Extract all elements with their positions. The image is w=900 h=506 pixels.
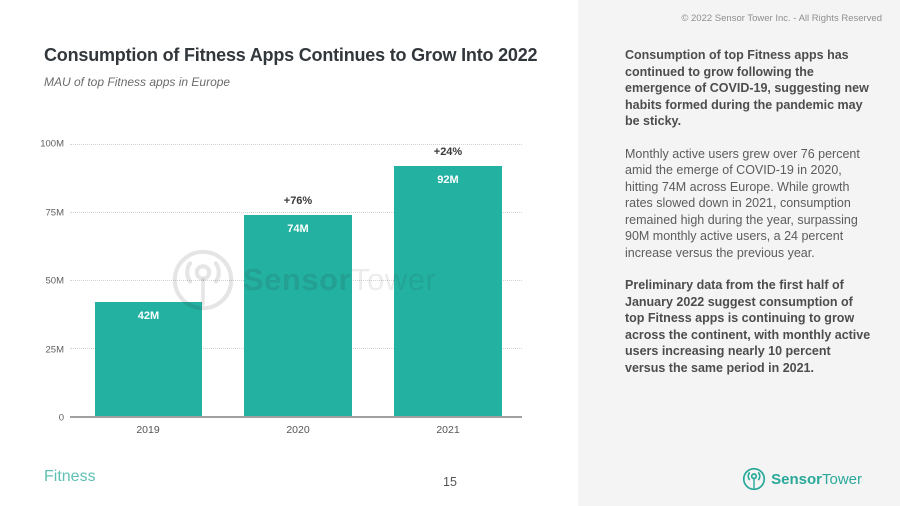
commentary-paragraph: Monthly active users grew over 76 percen… [625,146,860,260]
bar-2020: +76% 74M [244,195,352,416]
y-axis: 100M 75M 50M 25M 0 [0,139,64,424]
page-title: Consumption of Fitness Apps Continues to… [44,45,538,65]
y-tick-label: 100M [40,138,64,150]
gridline [70,144,522,145]
bar-value-label: 74M [287,222,309,235]
bar-value-label: 42M [137,309,160,322]
sensor-tower-logo: SensorTower [742,467,862,491]
x-axis: 2019 2020 2021 [70,424,522,438]
x-tick-label: 2021 [436,424,460,436]
growth-label: +76% [283,194,313,207]
growth-label: +24% [433,145,463,158]
report-slide: Consumption of Fitness Apps Continues to… [0,45,538,489]
commentary-paragraph: Preliminary data from the first half of … [625,278,871,375]
y-tick-label: 50M [45,275,64,287]
bar-value-label: 92M [437,173,459,186]
bar-2019: 42M [95,301,202,416]
chart-subtitle: MAU of top Fitness apps in Europe [44,75,231,89]
y-tick-label: 0 [58,412,64,424]
footer-category-label: Fitness [44,468,96,485]
gridline [70,212,522,213]
commentary-text: Consumption of top Fitness apps has cont… [625,47,871,392]
y-tick-label: 25M [45,344,64,355]
brand-wordmark: SensorTower [771,470,862,488]
bar-2021: +24% 92M [394,146,502,416]
commentary-sidebar: © 2022 Sensor Tower Inc. - All Rights Re… [578,0,900,506]
commentary-paragraph: Consumption of top Fitness apps has cont… [625,48,869,128]
x-tick-label: 2020 [286,424,310,436]
x-tick-label: 2019 [136,424,160,436]
sensor-tower-logo-icon [743,467,766,491]
y-tick-label: 75M [45,207,64,218]
copyright-notice: © 2022 Sensor Tower Inc. - All Rights Re… [681,13,882,24]
bar-chart: 42M +76% 74M +24% 92M SensorTower [70,144,522,418]
page-number: 15 [443,475,457,489]
